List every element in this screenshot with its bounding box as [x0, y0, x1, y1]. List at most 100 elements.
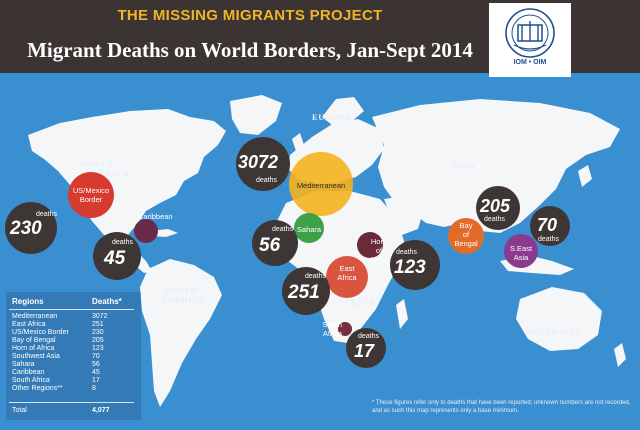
south-africa-label-line2: Africa	[322, 329, 342, 338]
region-label-south-america-line2: AMERICA	[160, 295, 206, 305]
landmass-madagascar	[396, 299, 408, 329]
us-mexico-count-bubble	[5, 202, 57, 254]
horn-of-africa-count: 123	[394, 257, 426, 278]
east-africa-unit: deaths	[305, 273, 327, 280]
caribbean-label: Caribbean	[138, 212, 173, 221]
region-label-north-america-line2: AMERICA	[84, 169, 130, 179]
us-mexico-unit: deaths	[36, 211, 58, 218]
bay-of-bengal-label-line2: of	[462, 230, 470, 239]
horn-label-line2: of	[375, 246, 383, 255]
table-row-region: Caribbean	[12, 369, 45, 376]
footnote: * These figures refer only to deaths tha…	[372, 400, 631, 414]
us-mexico-label-line1: US/Mexico	[72, 186, 110, 195]
horn-label-line1: Horn	[370, 237, 388, 246]
mediterranean-count-bubble	[236, 137, 290, 191]
page-title: Migrant Deaths on World Borders, Jan-Sep…	[27, 38, 473, 62]
us-mexico-count: 230	[10, 218, 42, 239]
region-label-north-america-line1: NORTH	[80, 159, 114, 169]
sahara-count-bubble	[252, 220, 298, 266]
horn-of-africa-region-bubble	[357, 232, 383, 258]
se-asia-region-bubble	[504, 234, 538, 268]
mediterranean-region-bubble	[289, 152, 353, 216]
se-asia-count: 70	[537, 215, 558, 235]
us-mexico-label-line2: Border	[79, 195, 103, 204]
horn-of-africa-unit: deaths	[396, 249, 418, 256]
south-africa-label-line1: South	[322, 320, 342, 329]
caribbean-region-bubble	[134, 219, 158, 243]
project-kicker: THE MISSING MIGRANTS PROJECT	[117, 7, 383, 24]
table-row-region: Horn of Africa	[12, 345, 55, 352]
landmass-scandinavia	[322, 97, 364, 125]
table-total-label: Total	[12, 407, 27, 414]
south-africa-count-bubble	[346, 328, 386, 368]
table-row-region: Sahara	[12, 361, 35, 368]
iom-emblem-icon	[505, 8, 555, 58]
region-label-africa: AFRICA	[338, 297, 375, 307]
region-label-south-america-line1: SOUTH	[165, 285, 198, 295]
south-africa-unit: deaths	[358, 333, 380, 340]
landmass-north-america	[28, 109, 226, 241]
table-row-region: US/Mexico Border	[12, 329, 69, 336]
region-label-asia: ASIA	[452, 160, 475, 170]
caribbean-unit: deaths	[112, 239, 134, 246]
us-mexico-region-bubble	[68, 172, 114, 218]
bay-of-bengal-unit: deaths	[484, 216, 506, 223]
table-row-deaths: 56	[92, 361, 100, 368]
east-africa-label-line1: East	[339, 264, 355, 273]
bay-of-bengal-region-bubble	[448, 218, 484, 254]
table-row-deaths: 70	[92, 353, 100, 360]
table-header-deaths: Deaths*	[92, 297, 122, 306]
landmass-australia	[516, 287, 602, 351]
logo-wordmark: IOM • OIM	[513, 59, 547, 66]
table-row-deaths: 205	[92, 337, 104, 344]
table-row-deaths: 8	[92, 385, 96, 392]
table-row-deaths: 45	[92, 369, 100, 376]
bay-of-bengal-label-line1: Bay	[459, 221, 473, 230]
se-asia-count-bubble	[530, 206, 570, 246]
se-asia-unit: deaths	[538, 236, 560, 243]
iom-logo	[489, 3, 571, 77]
se-asia-label-line1: S.East	[509, 244, 533, 253]
landmass-japan	[578, 165, 592, 187]
table-row-region: Mediterranean	[12, 313, 58, 320]
south-africa-count: 17	[354, 341, 375, 361]
table-row-deaths: 17	[92, 377, 100, 384]
table-row-region: East Africa	[12, 321, 46, 328]
sahara-region-bubble	[294, 213, 324, 243]
table-row-deaths: 251	[92, 321, 104, 328]
table-row-region: Southwest Asia	[12, 353, 60, 360]
horn-label-line3: Africa	[369, 255, 389, 264]
region-label-europe: EUROPE	[312, 112, 352, 122]
table-header-region: Regions	[12, 297, 44, 306]
south-africa-region-bubble	[338, 322, 352, 336]
landmass-arabia	[384, 195, 424, 235]
mediterranean-count: 3072	[238, 152, 279, 172]
landmass-new-zealand	[614, 343, 626, 367]
deaths-table	[6, 292, 141, 420]
east-africa-count: 251	[288, 282, 320, 303]
landmass-uk	[292, 133, 304, 151]
table-row-region: South Africa	[12, 377, 50, 384]
caribbean-count: 45	[104, 248, 126, 269]
table-header-divider	[9, 309, 134, 310]
mediterranean-label: Mediterranean	[296, 181, 346, 190]
table-row-deaths: 230	[92, 329, 104, 336]
bay-of-bengal-count-bubble	[476, 186, 520, 230]
table-total-value: 4,077	[92, 407, 110, 414]
landmass-south-america	[140, 259, 222, 407]
horn-of-africa-count-bubble	[390, 240, 440, 290]
mediterranean-unit: deaths	[256, 177, 278, 184]
se-asia-label-line2: Asia	[513, 253, 529, 262]
caribbean-count-bubble	[93, 232, 141, 280]
landmass-asia	[372, 99, 620, 233]
east-africa-region-bubble	[326, 256, 368, 298]
table-row-region: Other Regions**	[12, 385, 63, 392]
east-africa-label-line2: Africa	[337, 273, 357, 282]
region-label-australia: AUSTRALIA	[526, 327, 582, 337]
sahara-unit: deaths	[272, 226, 294, 233]
table-row-deaths: 3072	[92, 313, 108, 320]
bay-of-bengal-label-line3: Bengal	[454, 239, 478, 248]
table-total-divider	[9, 402, 134, 403]
landmass-greenland	[230, 95, 282, 135]
bay-of-bengal-count: 205	[480, 196, 511, 216]
